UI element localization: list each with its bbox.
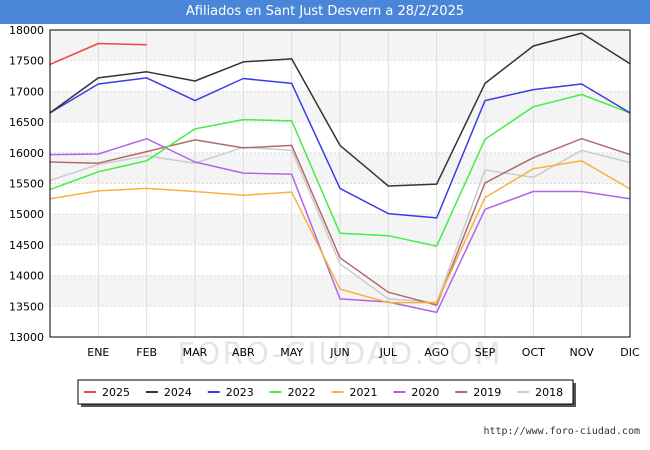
x-tick-label: SEP: [475, 346, 496, 359]
y-tick-label: 18000: [9, 24, 44, 37]
y-tick-label: 17000: [9, 85, 44, 98]
legend-label-2019: 2019: [473, 386, 501, 399]
x-tick-label: OCT: [522, 346, 545, 359]
series-line-2019: [49, 137, 631, 306]
x-tick-label: ABR: [232, 346, 255, 359]
x-tick-label: AGO: [424, 346, 449, 359]
series-line-2020: [49, 137, 631, 314]
y-tick-label: 15500: [9, 178, 44, 191]
legend-label-2018: 2018: [535, 386, 563, 399]
legend-box: [77, 379, 574, 405]
x-tick-label: JUL: [379, 346, 398, 359]
x-tick-label: DIC: [620, 346, 640, 359]
legend: 2025 2024 2023 2022 2021 2020 2019 2018: [77, 379, 576, 407]
x-tick-label: JUN: [329, 346, 350, 359]
plot-frame: [49, 29, 631, 338]
x-axis-ticks: ENE FEB MAR ABR MAY JUN JUL AGO SEP OCT NOV DIC: [87, 346, 640, 359]
x-tick-label: ENE: [87, 346, 109, 359]
chart-title: Afiliados en Sant Just Desvern a 28/2/20…: [0, 0, 650, 24]
series-line-2022: [49, 93, 631, 247]
y-axis-ticks: 13000 13500 14000 14500 15000 15500 16000 16500…: [9, 24, 44, 344]
legend-label-2025: 2025: [102, 386, 130, 399]
series-lines: [49, 32, 631, 314]
x-tick-label: MAY: [280, 346, 303, 359]
legend-label-2021: 2021: [350, 386, 378, 399]
y-tick-label: 13000: [9, 331, 44, 344]
series-line-2021: [49, 160, 631, 304]
series-line-2024: [49, 32, 631, 187]
y-tick-label: 16500: [9, 116, 44, 129]
x-tick-label: MAR: [183, 346, 208, 359]
watermark: FORO-CIUDAD.COM: [178, 337, 503, 372]
legend-label-2020: 2020: [411, 386, 439, 399]
y-tick-label: 14000: [9, 270, 44, 283]
series-line-2018: [49, 146, 631, 304]
x-tick-label: FEB: [136, 346, 157, 359]
legend-label-2022: 2022: [288, 386, 316, 399]
y-tick-label: 14500: [9, 239, 44, 252]
legend-label-2023: 2023: [226, 386, 254, 399]
y-tick-label: 17500: [9, 55, 44, 68]
legend-label-2024: 2024: [164, 386, 192, 399]
series-line-2023: [49, 77, 631, 219]
x-tick-label: NOV: [570, 346, 595, 359]
y-tick-label: 15000: [9, 208, 44, 221]
source-url[interactable]: http://www.foro-ciudad.com: [483, 426, 640, 437]
y-tick-label: 16000: [9, 147, 44, 160]
y-tick-label: 13500: [9, 300, 44, 313]
series-line-2025: [49, 42, 147, 66]
